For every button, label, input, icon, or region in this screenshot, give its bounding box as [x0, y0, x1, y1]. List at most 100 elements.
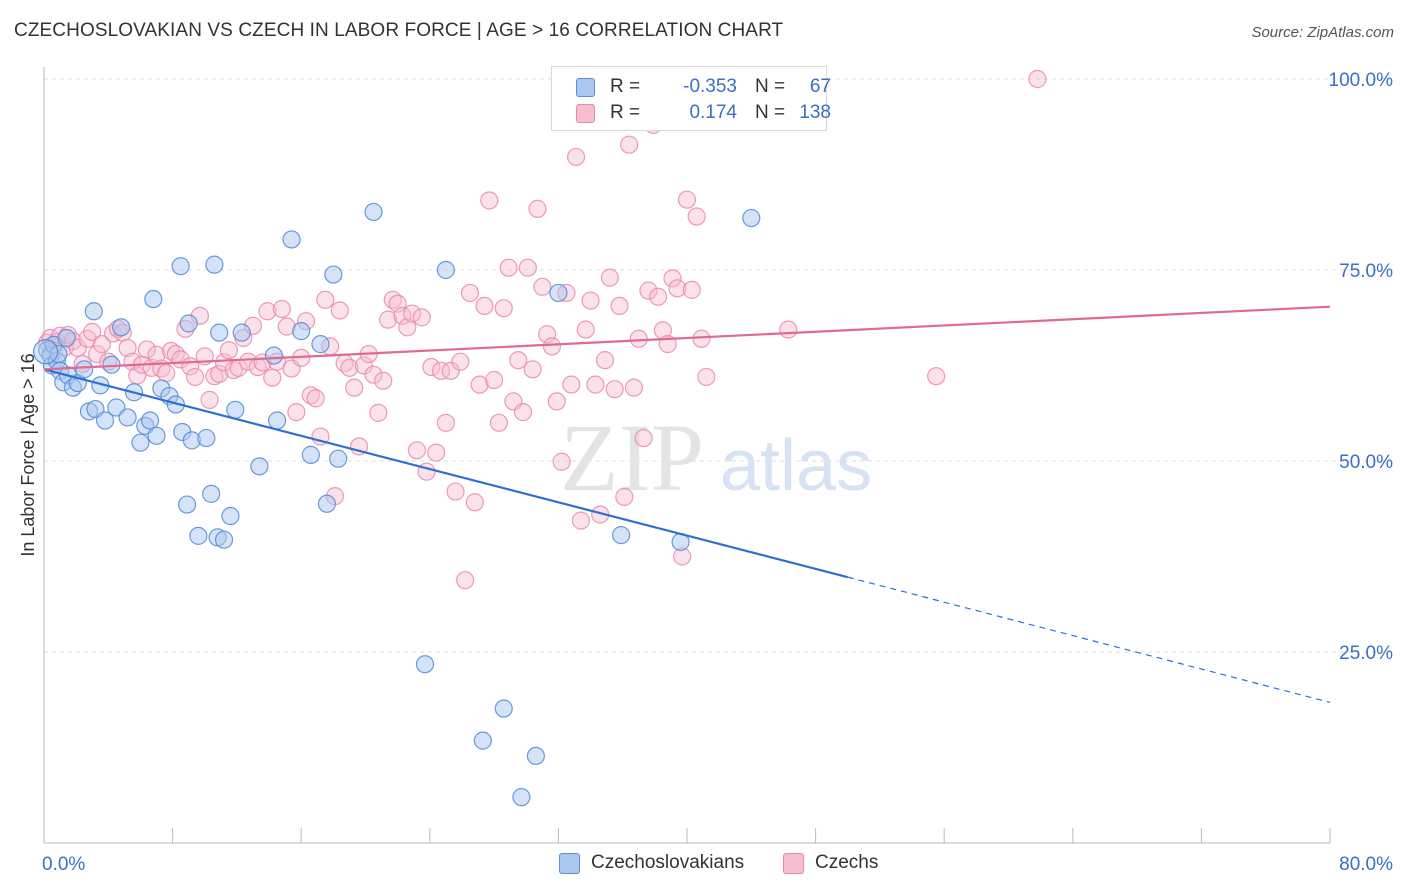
czechs-point — [374, 371, 393, 390]
czechoslovakians-point — [292, 322, 311, 341]
czechs-point — [369, 403, 388, 422]
gridlines — [44, 78, 1392, 653]
czechoslovakians-point — [221, 506, 240, 526]
czechs-point — [436, 413, 455, 432]
chart-title: CZECHOSLOVAKIAN VS CZECH IN LABOR FORCE … — [14, 20, 784, 41]
czechs-point — [687, 207, 706, 226]
czechoslovakians-point — [324, 265, 343, 284]
czechoslovakians-point — [205, 255, 224, 274]
czechoslovakians-point — [144, 289, 163, 309]
y-axis-title: In Labor Force | Age > 16 — [18, 353, 38, 556]
n-value: 67 — [809, 76, 831, 97]
czechoslovakians-point — [177, 495, 197, 514]
czechoslovakians-point — [436, 260, 455, 280]
blue-swatch — [576, 78, 595, 97]
czechoslovakians-point — [131, 433, 150, 452]
czechoslovakians-point — [112, 318, 131, 337]
czechs-point — [354, 356, 373, 375]
czechs-point — [668, 279, 687, 298]
czechs-point — [431, 361, 451, 380]
stats-legend: R = -0.353 N = 67 R = 0.174 N = 138 — [551, 66, 831, 131]
y-tick-label: 75.0% — [1339, 261, 1393, 282]
czechoslovakians-point — [189, 526, 208, 545]
n-value: 138 — [799, 102, 831, 123]
czechs-point — [1028, 69, 1047, 89]
czechs-point — [451, 352, 470, 371]
czechs-point — [412, 308, 431, 327]
czechoslovakians-point — [75, 360, 94, 379]
czechs-trend-line — [43, 305, 1331, 371]
czechoslovakians-trend-line — [43, 368, 849, 579]
legend-row-czechs: R = 0.174 N = 138 — [576, 102, 831, 126]
y-tick-label: 100.0% — [1329, 70, 1394, 91]
n-label: N = — [755, 102, 786, 123]
legend-label: Czechoslovakians — [591, 852, 745, 873]
czechoslovakians-point — [742, 208, 761, 228]
czechs-point — [489, 413, 509, 432]
czechs-point — [239, 352, 258, 371]
czechs-point — [480, 191, 499, 210]
czechs-point — [566, 147, 586, 167]
czechoslovakians-points — [33, 202, 761, 807]
czechs-point — [316, 290, 335, 309]
czechs-point — [624, 378, 644, 397]
czechoslovakians-point — [57, 328, 76, 348]
czechoslovakians-point — [214, 530, 234, 549]
czechs-point — [518, 258, 537, 277]
czechoslovakians-point — [526, 746, 545, 766]
czechs-point — [533, 277, 552, 296]
czechoslovakians-point — [118, 408, 137, 427]
czechs-point — [446, 482, 465, 501]
czechs-point — [210, 364, 229, 384]
r-value: -0.353 — [683, 76, 737, 97]
trend-lines — [43, 305, 1331, 704]
czechs-point — [378, 310, 398, 329]
czechs-point — [403, 304, 422, 323]
czechoslovakians-point — [311, 335, 330, 354]
czechoslovakians-point — [549, 283, 568, 303]
blue-swatch — [559, 853, 580, 874]
watermark-atlas: atlas — [720, 426, 872, 506]
czechs-point — [692, 329, 711, 348]
czechs-point — [200, 390, 219, 409]
czechs-point — [224, 360, 243, 380]
czechs-point — [600, 268, 619, 287]
czechs-point — [639, 281, 658, 300]
czechoslovakians-point — [473, 731, 492, 750]
czechs-point — [586, 375, 605, 394]
czechs-point — [398, 318, 417, 337]
czechoslovakians-point — [250, 457, 269, 476]
czechs-point — [340, 358, 359, 377]
x-tick-label: 0.0% — [42, 854, 85, 875]
n-label: N = — [755, 76, 786, 97]
czechs-point — [634, 428, 653, 448]
czechs-point — [513, 403, 533, 422]
czechs-point — [682, 280, 701, 299]
czechs-point — [528, 199, 547, 218]
czechs-point — [523, 360, 542, 379]
czechoslovakians-point — [301, 445, 320, 464]
czechoslovakians-trend-extension — [847, 576, 1331, 704]
czechoslovakians-point — [197, 428, 216, 448]
czechoslovakians-point — [84, 302, 103, 321]
czechs-point — [441, 361, 460, 380]
y-tick-label: 50.0% — [1339, 452, 1393, 473]
czechs-point — [620, 135, 639, 154]
czechoslovakians-point — [226, 400, 245, 419]
czechs-point — [547, 392, 566, 411]
czechoslovakians-point — [611, 526, 631, 545]
czechs-point — [542, 337, 562, 356]
czechoslovakians-point — [512, 788, 531, 807]
legend-row-czechoslovakians: R = -0.353 N = 67 — [576, 76, 831, 100]
czechs-point — [697, 367, 716, 387]
source-label: Source: ZipAtlas.com — [1251, 24, 1394, 41]
czechoslovakians-point — [264, 346, 283, 365]
czechs-point — [258, 302, 277, 321]
czechs-point — [499, 258, 518, 277]
czechoslovakians-point — [415, 655, 435, 674]
czechs-point — [205, 367, 224, 386]
czechs-point — [581, 291, 600, 310]
czechs-point — [460, 283, 480, 303]
czechs-point — [562, 375, 581, 394]
tick-labels: 25.0% 50.0% 75.0% 100.0% 0.0% 80.0% — [42, 70, 1393, 875]
